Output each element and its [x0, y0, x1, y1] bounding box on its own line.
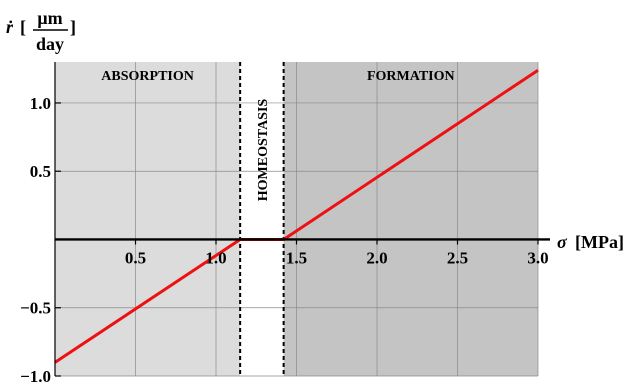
- regions: [55, 62, 538, 376]
- region-labels: ABSORPTION HOMEOSTASIS FORMATION: [101, 69, 454, 201]
- y-tick-label-0: 1.0: [30, 94, 51, 113]
- x-tick-label-4: 2.5: [447, 248, 468, 267]
- x-tick-label-5: 3.0: [527, 248, 548, 267]
- tick-labels: 0.5 1.0 1.5 2.0 2.5 3.0 1.0 0.5 −0.5 −1.0: [20, 94, 549, 386]
- region-label-formation: FORMATION: [367, 69, 455, 84]
- x-axis-symbol: σ: [557, 232, 568, 252]
- grid: [55, 62, 539, 377]
- y-tick-label-3: −1.0: [20, 367, 51, 386]
- y-tick-label-1: 0.5: [30, 162, 51, 181]
- x-tick-label-1: 1.0: [205, 248, 226, 267]
- x-tick-label-3: 2.0: [366, 248, 387, 267]
- region-absorption: [55, 62, 241, 376]
- region-label-homeostasis: HOMEOSTASIS: [256, 99, 271, 202]
- x-tick-label-0: 0.5: [125, 248, 146, 267]
- y-axis-unit-numerator: μm: [37, 8, 62, 28]
- y-axis-symbol: ṙ: [6, 17, 14, 37]
- y-axis-unit-denominator: day: [36, 34, 64, 54]
- x-axis-unit: [MPa]: [575, 232, 624, 252]
- region-formation: [283, 62, 538, 376]
- y-tick-label-2: −0.5: [20, 299, 51, 318]
- y-axis-bracket-open: [: [20, 17, 26, 37]
- axes: [54, 62, 550, 377]
- region-homeostasis: [240, 62, 284, 376]
- x-tick-label-2: 1.5: [286, 248, 307, 267]
- region-label-absorption: ABSORPTION: [101, 69, 194, 84]
- threshold-lines: [239, 62, 285, 376]
- y-axis-bracket-close: ]: [70, 17, 76, 37]
